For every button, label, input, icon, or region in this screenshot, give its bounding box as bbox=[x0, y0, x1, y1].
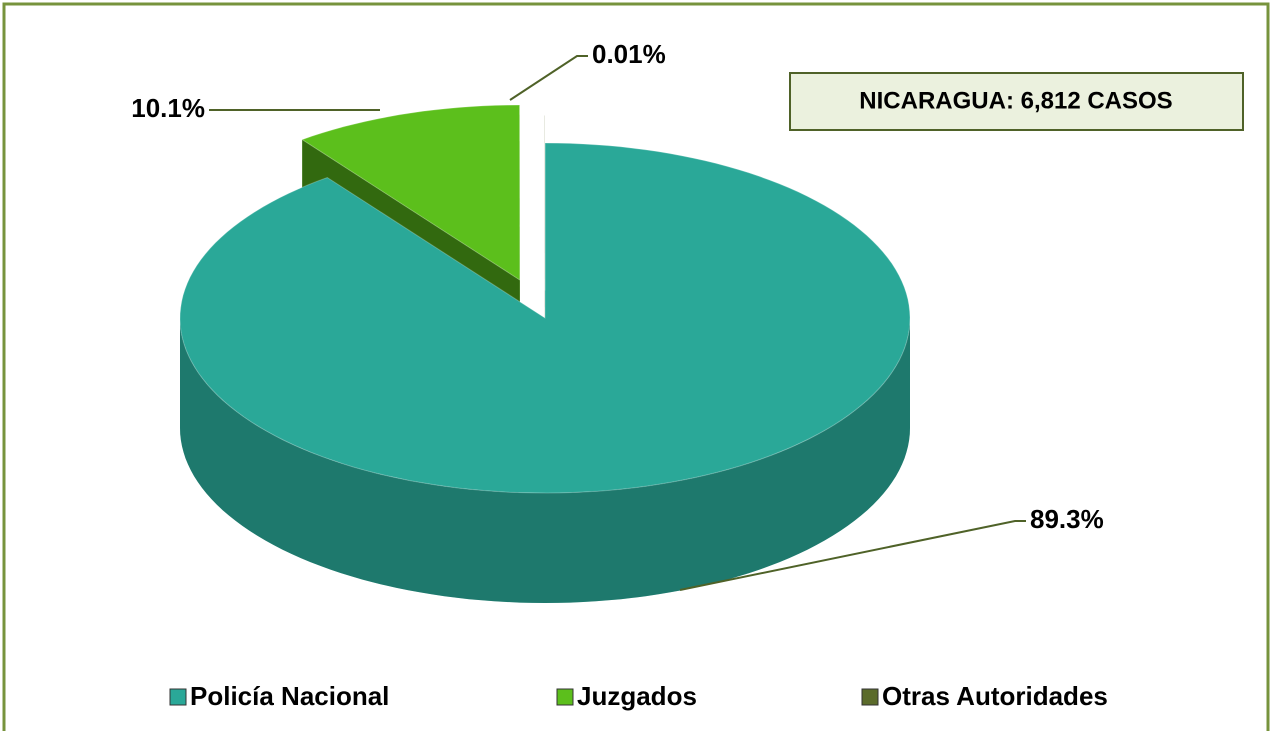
legend-swatch bbox=[557, 689, 573, 705]
annotation: NICARAGUA: 6,812 CASOS bbox=[859, 87, 1172, 114]
legend-label: Juzgados bbox=[577, 681, 697, 711]
data-label: 10.1% bbox=[131, 93, 205, 123]
legend-label: Policía Nacional bbox=[190, 681, 389, 711]
legend-swatch bbox=[862, 689, 878, 705]
legend-swatch bbox=[170, 689, 186, 705]
legend-label: Otras Autoridades bbox=[882, 681, 1108, 711]
data-label: 89.3% bbox=[1030, 504, 1104, 534]
data-label: 0.01% bbox=[592, 39, 666, 69]
